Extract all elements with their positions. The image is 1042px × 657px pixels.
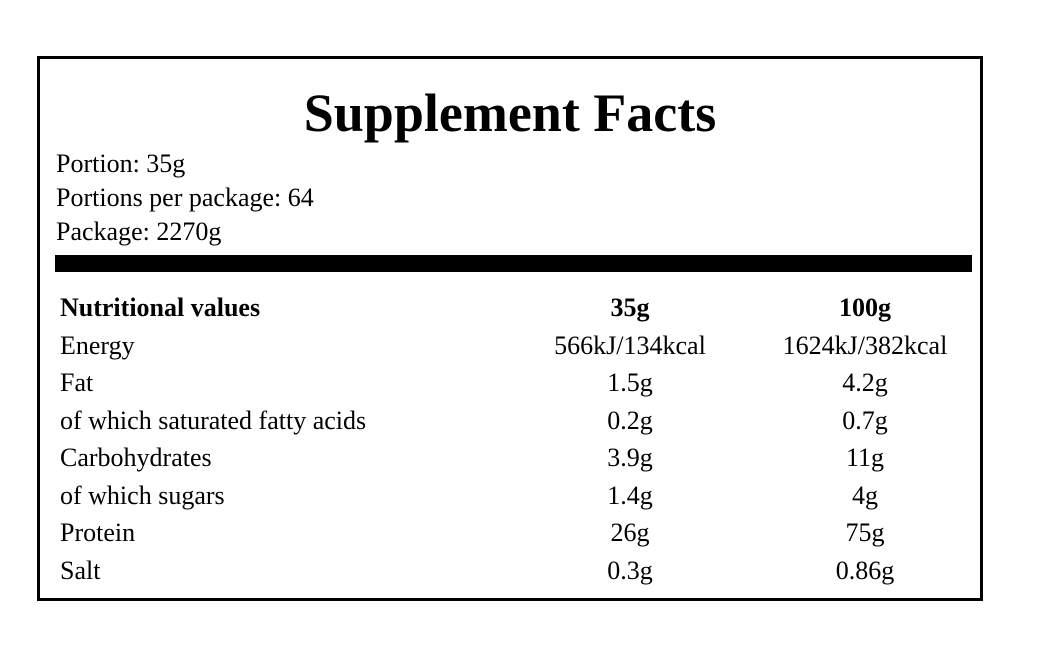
table-row: of which sugars 1.4g 4g <box>60 477 960 515</box>
package-size: Package: 2270g <box>56 217 222 246</box>
row-value-per-portion: 0.3g <box>607 555 653 585</box>
row-label: of which sugars <box>60 480 225 510</box>
row-value-per-portion: 566kJ/134kcal <box>554 330 706 360</box>
header-per-portion: 35g <box>610 293 650 322</box>
label-title: Supplement Facts <box>303 83 717 143</box>
supplement-facts-panel: Supplement Facts Portion: 35g Portions p… <box>37 56 983 601</box>
row-label: Fat <box>60 368 94 397</box>
nutrition-table: Nutritional values 35g 100g Energy 566kJ… <box>60 289 960 589</box>
row-label: of which saturated fatty acids <box>60 405 367 435</box>
table-row: Fat 1.5g 4.2g <box>60 364 960 402</box>
table-row: of which saturated fatty acids 0.2g 0.7g <box>60 402 960 440</box>
table-header-row: Nutritional values 35g 100g <box>60 289 960 327</box>
portions-per-package: Portions per package: 64 <box>56 183 314 212</box>
row-value-per-100g: 11g <box>845 443 885 472</box>
row-label: Energy <box>60 330 135 360</box>
table-row: Carbohydrates 3.9g 11g <box>60 439 960 477</box>
row-value-per-portion: 3.9g <box>607 443 653 472</box>
row-value-per-100g: 75g <box>845 518 885 547</box>
row-value-per-portion: 26g <box>610 518 650 547</box>
row-value-per-100g: 4g <box>852 480 878 510</box>
table-row: Salt 0.3g 0.86g <box>60 552 960 590</box>
header-per-100g: 100g <box>839 293 891 322</box>
divider-bar <box>55 255 972 272</box>
portion-size: Portion: 35g <box>56 149 186 178</box>
row-value-per-100g: 0.86g <box>835 555 895 585</box>
row-value-per-100g: 0.7g <box>842 405 888 435</box>
portion-info: Portion: 35g Portions per package: 64 Pa… <box>56 147 314 249</box>
row-value-per-100g: 4.2g <box>842 368 888 397</box>
header-nutritional-values: Nutritional values <box>60 293 261 322</box>
table-row: Protein 26g 75g <box>60 514 960 552</box>
table-row: Energy 566kJ/134kcal 1624kJ/382kcal <box>60 327 960 365</box>
row-value-per-portion: 0.2g <box>607 405 653 435</box>
row-label: Carbohydrates <box>60 443 212 472</box>
row-value-per-portion: 1.4g <box>607 480 653 510</box>
row-label: Salt <box>60 555 101 585</box>
row-value-per-portion: 1.5g <box>607 368 653 397</box>
row-value-per-100g: 1624kJ/382kcal <box>782 330 948 360</box>
row-label: Protein <box>60 518 136 547</box>
